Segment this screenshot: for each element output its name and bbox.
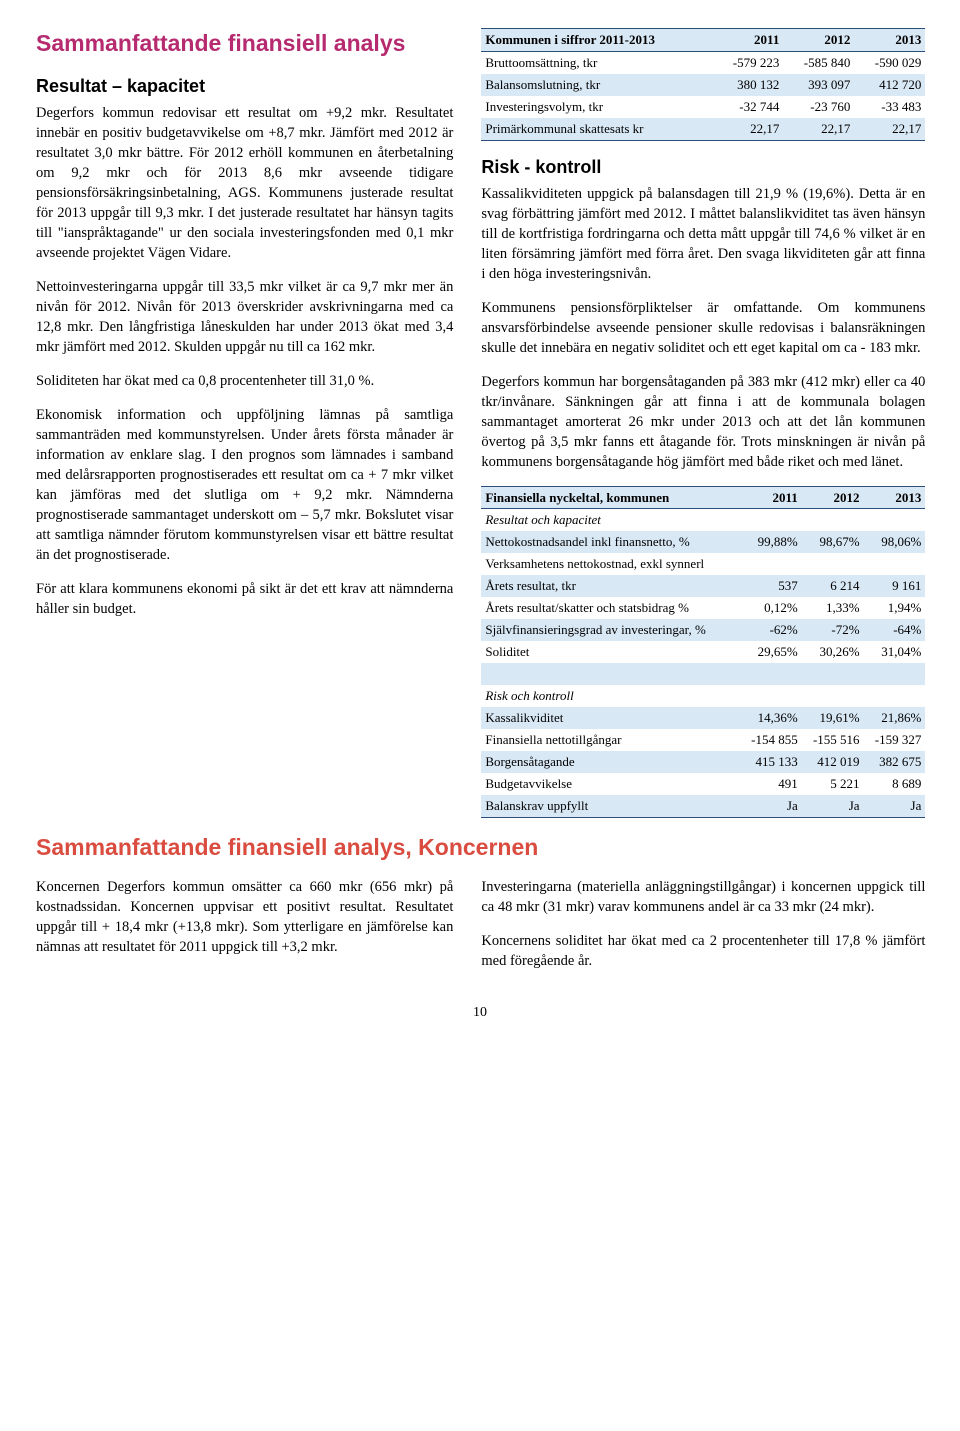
th: 2013 [854,29,925,52]
body-text: Koncernens soliditet har ökat med ca 2 p… [481,931,925,971]
td: Borgensåtagande [481,751,740,773]
td: 393 097 [783,74,854,96]
td: -590 029 [854,51,925,73]
td: 491 [740,773,802,795]
td: Kassalikviditet [481,707,740,729]
td: 98,06% [864,531,926,553]
th: Kommunen i siffror 2011-2013 [481,29,712,52]
body-text: Nettoinvesteringarna uppgår till 33,5 mk… [36,277,453,357]
td: Självfinansieringsgrad av investeringar,… [481,619,740,641]
td: 19,61% [802,707,864,729]
section-label: Risk och kontroll [481,685,925,707]
body-text: Kassalikviditeten uppgick på balansdagen… [481,184,925,284]
th: 2013 [864,486,926,509]
td: -32 744 [712,96,783,118]
th: 2012 [802,486,864,509]
th: 2011 [712,29,783,52]
td: 380 132 [712,74,783,96]
td: 22,17 [783,118,854,140]
sub-heading-risk: Risk - kontroll [481,155,925,180]
table-finansiella-nyckeltal: Finansiella nyckeltal, kommunen 2011 201… [481,486,925,818]
td [481,663,740,685]
td: 6 214 [802,575,864,597]
td: -159 327 [864,729,926,751]
td: 99,88% [740,531,802,553]
td: 30,26% [802,641,864,663]
td: 5 221 [802,773,864,795]
td: 98,67% [802,531,864,553]
td: Finansiella nettotillgångar [481,729,740,751]
body-text: Ekonomisk information och uppföljning lä… [36,405,453,565]
body-text: Kommunens pensionsförpliktelser är omfat… [481,298,925,358]
td [864,553,926,575]
td: 1,94% [864,597,926,619]
td: 31,04% [864,641,926,663]
body-text: Koncernen Degerfors kommun omsätter ca 6… [36,877,453,957]
td: Verksamhetens nettokostnad, exkl synnerl [481,553,740,575]
td [740,553,802,575]
table-kommunen-siffror: Kommunen i siffror 2011-2013 2011 2012 2… [481,28,925,141]
section-heading-analys: Sammanfattande finansiell analys [36,28,453,60]
td: 382 675 [864,751,926,773]
body-text: Degerfors kommun redovisar ett resultat … [36,103,453,263]
sub-heading-resultat: Resultat – kapacitet [36,74,453,99]
td: -64% [864,619,926,641]
td: Ja [802,795,864,817]
body-text: Soliditeten har ökat med ca 0,8 procente… [36,371,453,391]
section-heading-koncernen: Sammanfattande finansiell analys, Koncer… [36,832,924,864]
body-text: Investeringarna (materiella anläggningst… [481,877,925,917]
td: Årets resultat/skatter och statsbidrag % [481,597,740,619]
td [802,553,864,575]
td: -33 483 [854,96,925,118]
td: 14,36% [740,707,802,729]
td: 1,33% [802,597,864,619]
section-label: Resultat och kapacitet [481,509,925,531]
td: 537 [740,575,802,597]
td: 29,65% [740,641,802,663]
td: -579 223 [712,51,783,73]
td: -154 855 [740,729,802,751]
td: 412 720 [854,74,925,96]
td: Ja [740,795,802,817]
td: Balansomslutning, tkr [481,74,712,96]
td: 415 133 [740,751,802,773]
td: 412 019 [802,751,864,773]
td: Årets resultat, tkr [481,575,740,597]
td: Budgetavvikelse [481,773,740,795]
td: Soliditet [481,641,740,663]
td: 0,12% [740,597,802,619]
page-number: 10 [36,1003,924,1022]
body-text: För att klara kommunens ekonomi på sikt … [36,579,453,619]
th: 2012 [783,29,854,52]
th: Finansiella nyckeltal, kommunen [481,486,740,509]
td: 9 161 [864,575,926,597]
td: 8 689 [864,773,926,795]
td: -585 840 [783,51,854,73]
td: 22,17 [712,118,783,140]
td: 22,17 [854,118,925,140]
td: Ja [864,795,926,817]
td: Nettokostnadsandel inkl finansnetto, % [481,531,740,553]
th: 2011 [740,486,802,509]
td: Bruttoomsättning, tkr [481,51,712,73]
body-text: Degerfors kommun har borgensåtaganden på… [481,372,925,472]
td: Balanskrav uppfyllt [481,795,740,817]
td: -23 760 [783,96,854,118]
td: Investeringsvolym, tkr [481,96,712,118]
td: -62% [740,619,802,641]
td: 21,86% [864,707,926,729]
td: -155 516 [802,729,864,751]
td: Primärkommunal skattesats kr [481,118,712,140]
td: -72% [802,619,864,641]
